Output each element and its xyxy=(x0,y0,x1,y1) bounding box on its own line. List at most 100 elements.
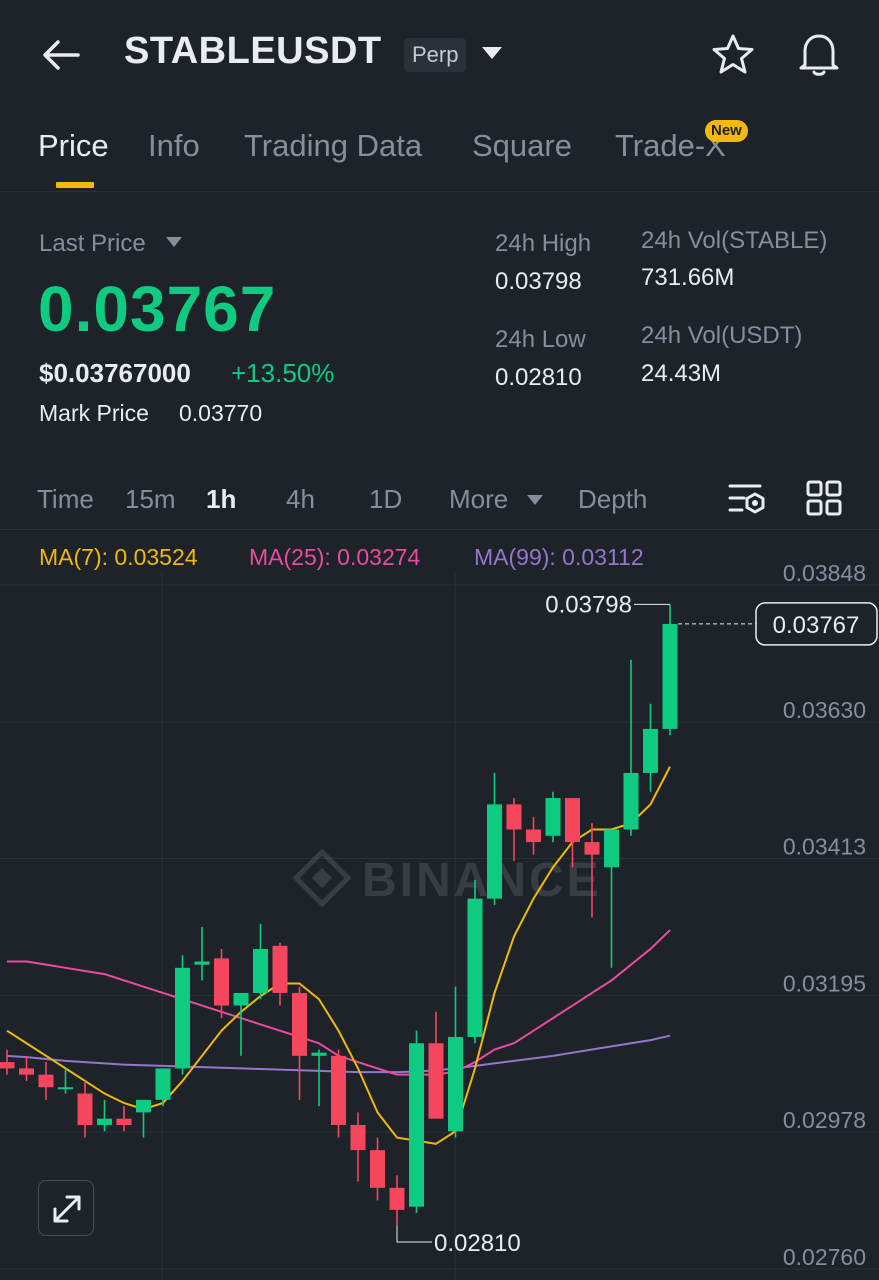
candle xyxy=(214,948,229,1019)
low-label: 24h Low xyxy=(495,326,586,353)
change-percent: +13.50% xyxy=(231,358,335,388)
last-price-tag xyxy=(755,602,878,646)
candle xyxy=(0,1049,15,1075)
candle xyxy=(350,1112,366,1182)
low-marker-line xyxy=(396,1225,432,1243)
candle-body xyxy=(175,967,190,1069)
dropdown-caret-icon[interactable] xyxy=(480,44,504,62)
candle-body xyxy=(58,1087,73,1090)
low-annotation: 0.02810 xyxy=(434,1230,521,1257)
candle-body xyxy=(487,804,502,899)
candle-body xyxy=(623,772,639,830)
candle-body xyxy=(506,804,522,830)
y-axis-label: 0.03195 xyxy=(783,971,866,997)
candle-body xyxy=(136,1099,151,1113)
interval-time[interactable]: Time xyxy=(37,484,94,514)
vol-base-label: 24h Vol(STABLE) xyxy=(641,227,828,254)
y-axis-label: 0.03630 xyxy=(783,697,866,723)
candle xyxy=(487,772,502,905)
candle-body xyxy=(448,1036,463,1132)
candle xyxy=(19,1055,34,1081)
last-price-value: 0.03767 xyxy=(38,273,277,345)
symbol-title[interactable]: STABLEUSDT xyxy=(124,30,382,72)
tab-trading-data[interactable]: Trading Data xyxy=(244,128,423,163)
low-value: 0.02810 xyxy=(495,364,582,391)
candle-body xyxy=(194,961,210,965)
candle xyxy=(233,992,249,1056)
interval-depth[interactable]: Depth xyxy=(578,484,648,514)
y-axis-label: 0.03413 xyxy=(783,833,866,859)
candle xyxy=(311,1049,327,1107)
candle xyxy=(565,798,580,868)
chevron-down-icon[interactable] xyxy=(526,494,544,506)
new-badge: New xyxy=(705,120,748,142)
ma25-indicator: MA(25): 0.03274 xyxy=(249,544,421,570)
interval-1d[interactable]: 1D xyxy=(369,484,403,514)
candle-body xyxy=(643,728,658,773)
top-bar: STABLEUSDT Perp xyxy=(0,0,879,110)
candle-body xyxy=(604,829,619,868)
last-price-label[interactable]: Last Price xyxy=(39,230,146,257)
candle-body xyxy=(389,1187,405,1210)
chevron-down-icon[interactable] xyxy=(165,236,183,248)
candle xyxy=(545,791,561,843)
chart-grid xyxy=(0,573,879,1280)
candle-body xyxy=(526,829,541,843)
main-tabs: Price Info Trading Data Square Trade-X N… xyxy=(0,110,879,192)
interval-4h[interactable]: 4h xyxy=(286,484,315,514)
candle-body xyxy=(584,842,600,855)
bell-icon[interactable] xyxy=(796,30,842,78)
candle-body xyxy=(214,958,229,1006)
y-axis-label: 0.03848 xyxy=(783,560,866,586)
interval-15m[interactable]: 15m xyxy=(125,484,176,514)
interval-more[interactable]: More xyxy=(449,484,509,514)
candle xyxy=(175,955,190,1075)
candle-body xyxy=(155,1068,171,1100)
vol-base-value: 731.66M xyxy=(641,264,735,291)
candle-body xyxy=(545,798,561,836)
grid-layout-icon[interactable] xyxy=(806,480,842,516)
fullscreen-button[interactable] xyxy=(38,1180,94,1236)
candle xyxy=(584,823,600,918)
candle xyxy=(409,1030,424,1213)
candle xyxy=(77,1080,93,1138)
candle-body xyxy=(331,1055,346,1125)
candle-body xyxy=(409,1043,424,1207)
tab-square[interactable]: Square xyxy=(472,128,572,163)
candle xyxy=(292,986,307,1100)
candle xyxy=(38,1062,54,1100)
candle-body xyxy=(311,1052,327,1056)
candle xyxy=(136,1099,151,1138)
candlestick-chart[interactable]: BINANCE 0.03848 0.03630 0.03413 0.03195 0.02… xyxy=(0,530,879,1280)
binance-watermark: BINANCE xyxy=(292,848,599,908)
ma7-line xyxy=(6,766,671,1145)
y-axis-label: 0.02978 xyxy=(783,1107,866,1133)
last-price-tag-text: 0.03767 xyxy=(773,612,860,639)
tab-info[interactable]: Info xyxy=(148,128,200,163)
high-value: 0.03798 xyxy=(495,268,582,295)
back-arrow-icon[interactable] xyxy=(38,32,84,78)
interval-1h[interactable]: 1h xyxy=(206,484,237,514)
candle xyxy=(331,1049,346,1138)
candle xyxy=(194,926,210,981)
candle-body xyxy=(292,992,307,1056)
high-annotation: 0.03798 xyxy=(545,591,632,618)
candle-body xyxy=(38,1074,54,1088)
tab-price[interactable]: Price xyxy=(38,128,109,163)
candle xyxy=(116,1106,132,1132)
candle-body xyxy=(116,1118,132,1125)
candle xyxy=(526,816,541,855)
expand-icon xyxy=(53,1195,81,1223)
candle xyxy=(662,604,678,736)
candle-body xyxy=(0,1062,15,1069)
candle xyxy=(506,798,522,861)
candle-body xyxy=(565,798,580,843)
star-icon[interactable] xyxy=(710,32,756,78)
mark-price-value: 0.03770 xyxy=(179,400,263,426)
candle xyxy=(604,829,619,968)
perp-badge: Perp xyxy=(404,38,467,72)
interval-bar: Time 15m 1h 4h 1D More Depth xyxy=(0,470,879,530)
candle xyxy=(389,1175,405,1226)
chart-settings-icon[interactable] xyxy=(726,480,768,520)
candle xyxy=(643,703,658,792)
